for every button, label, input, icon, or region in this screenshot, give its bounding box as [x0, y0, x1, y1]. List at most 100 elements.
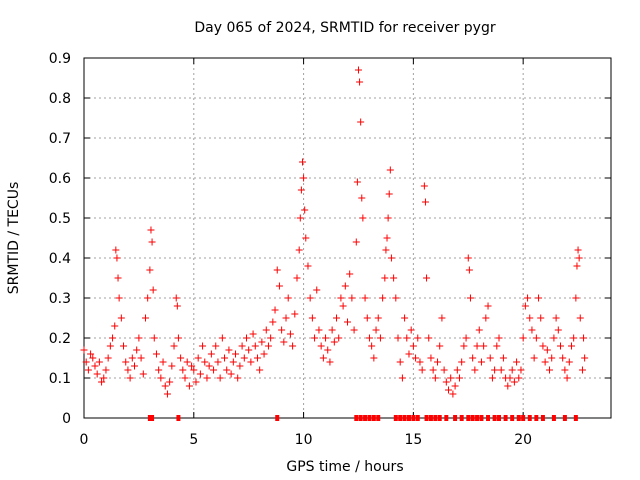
data-point: [436, 342, 444, 350]
zero-point: [275, 415, 280, 421]
data-point: [356, 78, 364, 86]
data-point: [559, 354, 567, 362]
zero-point: [376, 415, 381, 421]
data-point: [313, 286, 321, 294]
data-point: [251, 342, 259, 350]
data-point: [177, 354, 185, 362]
data-point: [174, 334, 182, 342]
data-point: [449, 390, 457, 398]
data-point: [546, 366, 554, 374]
zero-point: [367, 415, 372, 421]
data-point: [172, 294, 180, 302]
data-point: [304, 262, 312, 270]
data-point: [477, 358, 485, 366]
data-point: [357, 118, 365, 126]
zero-point: [510, 415, 515, 421]
data-point: [359, 214, 367, 222]
grid: [84, 58, 611, 418]
data-point: [539, 342, 547, 350]
x-tick-label: 0: [80, 432, 89, 448]
zero-point: [406, 415, 411, 421]
data-point: [556, 342, 564, 350]
data-point: [194, 354, 202, 362]
data-point: [543, 346, 551, 354]
data-point: [374, 314, 382, 322]
data-point: [280, 338, 288, 346]
data-point: [135, 334, 143, 342]
data-point: [386, 166, 394, 174]
data-point: [458, 358, 466, 366]
data-point: [91, 362, 99, 370]
data-point: [416, 358, 424, 366]
data-point: [324, 346, 332, 354]
data-point: [348, 294, 356, 302]
data-point: [319, 354, 327, 362]
data-point: [245, 346, 253, 354]
data-point: [563, 374, 571, 382]
zero-point: [562, 415, 567, 421]
data-point: [541, 358, 549, 366]
data-point: [161, 382, 169, 390]
data-point: [537, 314, 545, 322]
data-point: [462, 334, 470, 342]
data-point: [358, 194, 366, 202]
data-point: [95, 358, 103, 366]
data-point: [398, 374, 406, 382]
data-point: [297, 186, 305, 194]
zero-point: [354, 415, 359, 421]
data-point: [346, 270, 354, 278]
data-point: [256, 366, 264, 374]
axis-tick-labels: 0 0.1 0.2 0.3 0.4 0.5 0.6 0.7 0.8 0.9 0 5 10 15 20: [49, 51, 532, 448]
data-point: [306, 294, 314, 302]
data-point: [214, 358, 222, 366]
data-point: [383, 234, 391, 242]
data-point: [112, 246, 120, 254]
zero-point: [521, 415, 526, 421]
data-point: [548, 354, 556, 362]
data-point: [412, 354, 420, 362]
data-point: [535, 294, 543, 302]
data-point: [409, 342, 417, 350]
data-point: [100, 374, 108, 382]
y-tick-label: 0.4: [49, 251, 71, 267]
data-point: [258, 338, 266, 346]
data-point: [126, 374, 134, 382]
zero-point: [415, 415, 420, 421]
data-point: [190, 366, 198, 374]
data-point: [291, 310, 299, 318]
data-point: [574, 246, 582, 254]
zero-point: [176, 415, 181, 421]
zero-point: [459, 415, 464, 421]
x-tick-label: 20: [514, 432, 532, 448]
data-point: [133, 346, 141, 354]
data-point: [341, 282, 349, 290]
data-point: [298, 158, 306, 166]
data-point: [394, 334, 402, 342]
axis-ticks: [83, 57, 611, 419]
data-point: [238, 342, 246, 350]
data-point: [295, 246, 303, 254]
data-point: [289, 342, 297, 350]
data-point: [414, 334, 422, 342]
zero-point: [516, 415, 521, 421]
x-tick-label: 10: [295, 432, 313, 448]
data-point: [517, 366, 525, 374]
data-point: [166, 378, 174, 386]
data-point: [293, 274, 301, 282]
zero-point: [428, 415, 433, 421]
data-point: [192, 378, 200, 386]
data-point: [98, 378, 106, 386]
data-point: [471, 366, 479, 374]
data-point: [354, 66, 362, 74]
data-point: [183, 358, 191, 366]
data-point: [326, 358, 334, 366]
data-point: [159, 358, 167, 366]
data-point: [278, 326, 286, 334]
x-tick-label: 15: [404, 432, 422, 448]
data-point: [384, 214, 392, 222]
zero-point: [398, 415, 403, 421]
data-point: [317, 342, 325, 350]
data-point: [131, 362, 139, 370]
data-point: [117, 314, 125, 322]
y-tick-label: 0.1: [49, 371, 71, 387]
